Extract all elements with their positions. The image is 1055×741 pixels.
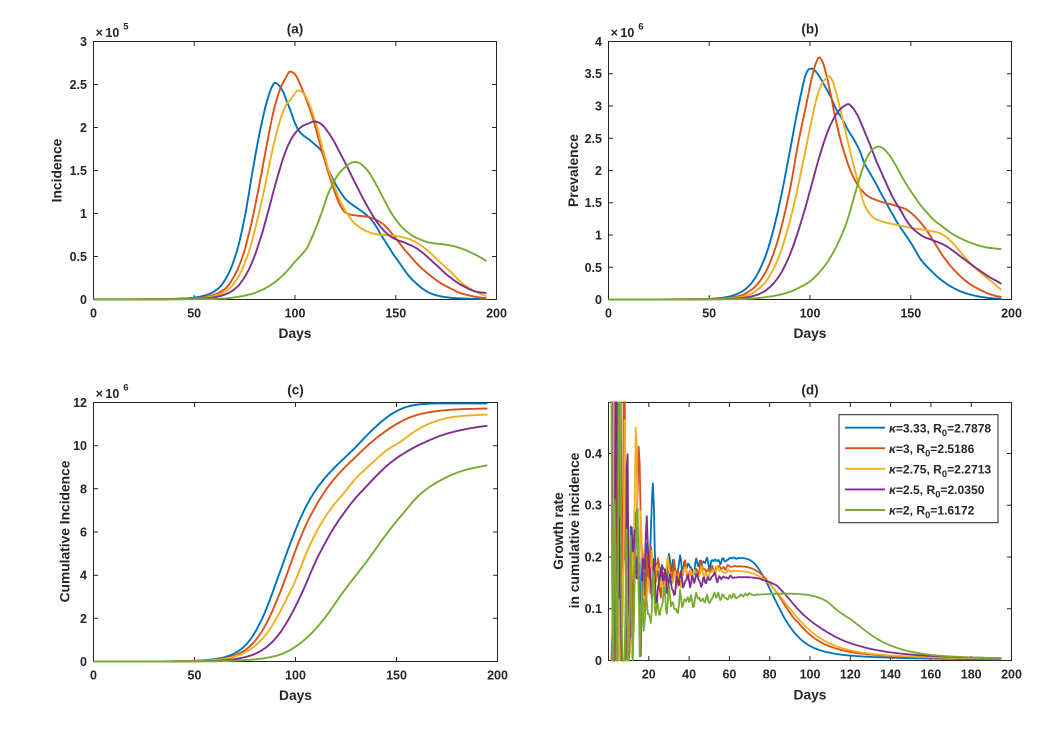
svg-text:in cumulative incidence: in cumulative incidence [567, 452, 582, 608]
svg-text:200: 200 [1001, 307, 1022, 321]
svg-text:0.5: 0.5 [70, 250, 87, 264]
svg-text:80: 80 [763, 668, 777, 682]
svg-text:κ=2, R0=1.6172: κ=2, R0=1.6172 [889, 504, 975, 521]
svg-text:180: 180 [961, 668, 982, 682]
svg-text:160: 160 [920, 668, 941, 682]
svg-text:κ=3, R0=2.5186: κ=3, R0=2.5186 [889, 442, 975, 459]
svg-text:(d): (d) [801, 383, 818, 398]
svg-text:2: 2 [80, 121, 87, 135]
svg-text:2.5: 2.5 [585, 132, 602, 146]
svg-text:κ=3.33, R0=2.7878: κ=3.33, R0=2.7878 [889, 421, 991, 438]
svg-text:6: 6 [638, 22, 643, 33]
svg-text:200: 200 [486, 307, 507, 321]
svg-text:6: 6 [80, 526, 87, 540]
svg-text:0: 0 [80, 293, 87, 307]
svg-text:0: 0 [90, 669, 97, 683]
svg-text:×10: × 10 [96, 26, 120, 40]
svg-text:0.4: 0.4 [585, 447, 602, 461]
svg-text:0.5: 0.5 [585, 261, 602, 275]
svg-text:100: 100 [285, 669, 306, 683]
svg-text:2: 2 [80, 612, 87, 626]
svg-text:60: 60 [722, 668, 736, 682]
svg-text:3: 3 [80, 35, 87, 49]
svg-text:Prevalence: Prevalence [566, 134, 581, 207]
svg-text:4: 4 [80, 569, 87, 583]
svg-text:4: 4 [595, 35, 602, 49]
svg-text:100: 100 [285, 307, 306, 321]
svg-text:150: 150 [900, 307, 921, 321]
svg-text:10: 10 [73, 439, 87, 453]
svg-text:(b): (b) [801, 22, 818, 37]
svg-text:0: 0 [605, 307, 612, 321]
svg-text:150: 150 [385, 307, 406, 321]
svg-text:κ=2.5, R0=2.0350: κ=2.5, R0=2.0350 [889, 483, 985, 500]
svg-text:0: 0 [90, 307, 97, 321]
svg-text:0: 0 [595, 293, 602, 307]
svg-text:Cumulative Incidence: Cumulative Incidence [58, 460, 73, 602]
svg-text:0: 0 [80, 655, 87, 669]
svg-text:Growth rate: Growth rate [551, 492, 566, 570]
svg-text:20: 20 [642, 668, 656, 682]
svg-text:1: 1 [80, 207, 87, 221]
svg-text:1.5: 1.5 [70, 164, 87, 178]
svg-text:140: 140 [880, 668, 901, 682]
svg-text:1: 1 [595, 229, 602, 243]
svg-text:1.5: 1.5 [585, 196, 602, 210]
svg-text:Days: Days [279, 688, 312, 703]
svg-text:Days: Days [794, 326, 827, 341]
svg-text:8: 8 [80, 482, 87, 496]
svg-text:6: 6 [123, 383, 128, 394]
svg-text:0: 0 [595, 654, 602, 668]
svg-text:0.3: 0.3 [585, 499, 602, 513]
svg-text:0.1: 0.1 [585, 602, 602, 616]
svg-text:150: 150 [386, 669, 407, 683]
svg-text:(a): (a) [287, 22, 304, 37]
svg-text:Incidence: Incidence [50, 138, 65, 202]
svg-text:(c): (c) [287, 383, 304, 398]
svg-text:Days: Days [279, 326, 312, 341]
svg-text:100: 100 [800, 307, 821, 321]
svg-text:50: 50 [702, 307, 716, 321]
svg-text:2: 2 [595, 164, 602, 178]
svg-text:50: 50 [188, 669, 202, 683]
svg-text:12: 12 [73, 396, 87, 410]
svg-text:0.2: 0.2 [585, 551, 602, 565]
svg-text:200: 200 [1001, 668, 1022, 682]
svg-text:40: 40 [682, 668, 696, 682]
svg-text:×10: × 10 [611, 26, 635, 40]
svg-text:5: 5 [123, 22, 129, 33]
svg-text:Days: Days [794, 688, 827, 703]
svg-text:κ=2.75, R0=2.2713: κ=2.75, R0=2.2713 [889, 462, 991, 479]
svg-text:3.5: 3.5 [585, 67, 602, 81]
svg-text:120: 120 [840, 668, 861, 682]
svg-text:×10: × 10 [96, 387, 120, 401]
svg-text:100: 100 [800, 668, 821, 682]
svg-text:3: 3 [595, 100, 602, 114]
svg-text:200: 200 [487, 669, 508, 683]
svg-text:50: 50 [187, 307, 201, 321]
svg-text:2.5: 2.5 [70, 78, 87, 92]
